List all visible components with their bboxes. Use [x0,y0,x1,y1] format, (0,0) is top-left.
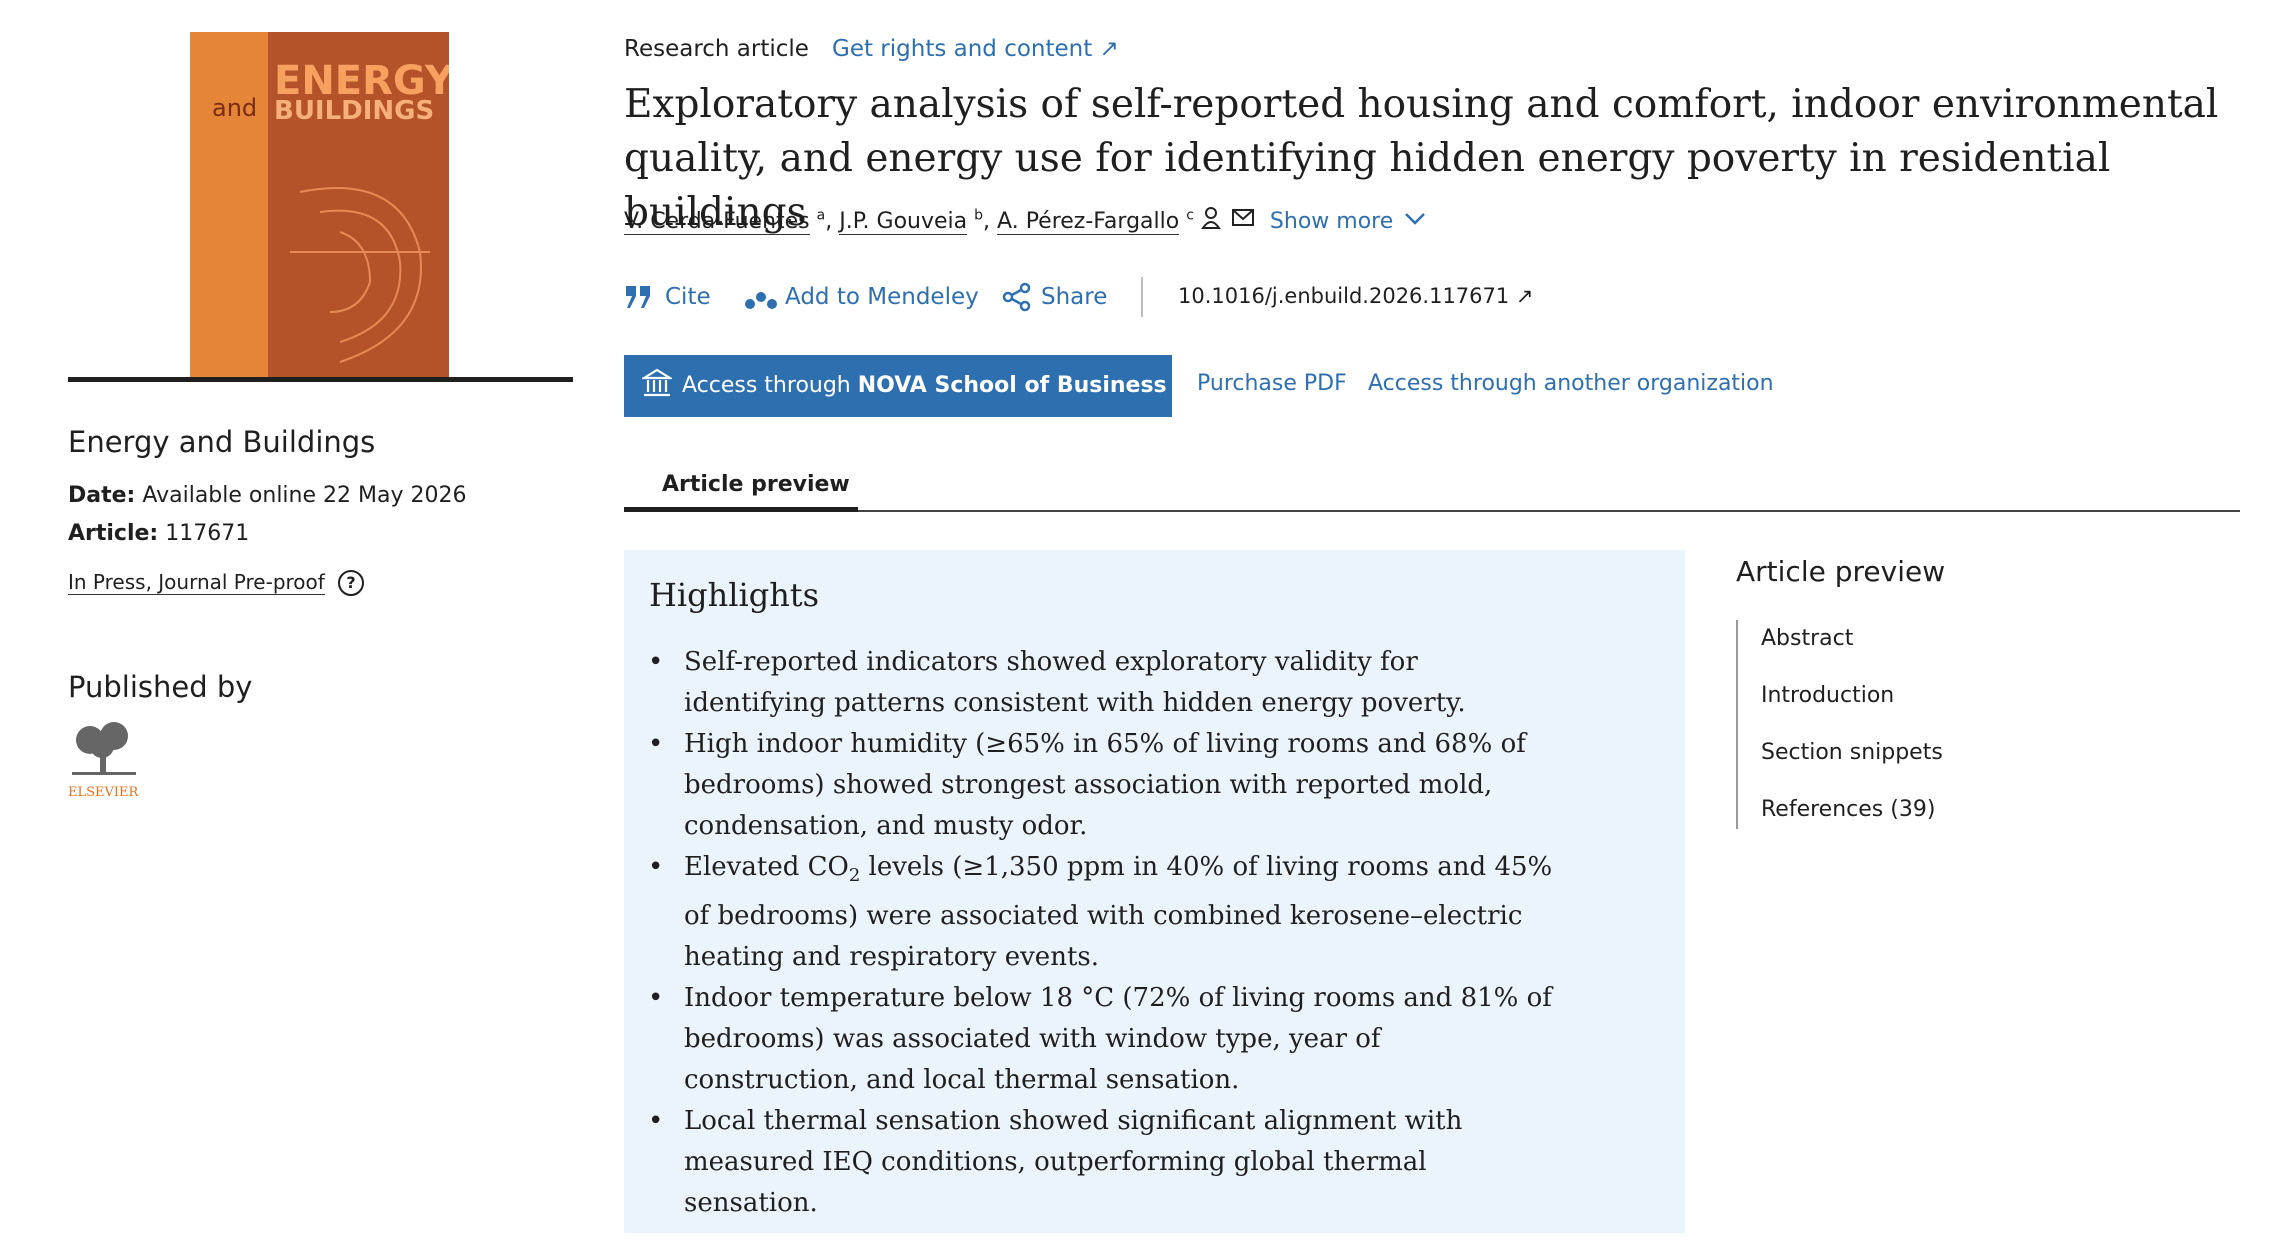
toc-item[interactable]: Abstract [1761,626,1854,651]
toc-rule [1736,620,1738,829]
toc-item[interactable]: Section snippets [1761,740,1943,765]
toc-item[interactable]: References (39) [1761,797,1936,822]
access-button[interactable]: Access through NOVA School of Business &… [624,355,1219,417]
article-label: Article: [68,521,159,546]
cover-rule [68,377,573,382]
highlights-heading: Highlights [649,576,820,614]
highlight-text: Indoor temperature below 18 °C (72% of l… [684,983,1552,1096]
doi-link[interactable]: 10.1016/j.enbuild.2026.117671 ↗ [1178,284,1534,308]
subscript: 2 [848,865,861,887]
cover-left [190,32,268,378]
help-icon[interactable]: ? [338,570,364,596]
article-line: Article: 117671 [68,521,249,546]
date-label: Date: [68,483,136,508]
highlight-text: Elevated CO [684,852,849,882]
author[interactable]: A. Pérez-Fargallo [997,209,1180,235]
share-icon[interactable] [1002,282,1032,312]
journal-cover[interactable]: and ENERGY BUILDINGS [190,32,449,378]
rights-link[interactable]: Get rights and content ↗ [832,36,1119,62]
cover-and: and [212,94,258,122]
cite-icon[interactable] [624,284,654,310]
highlight-text: levels (≥1,350 ppm in 40% of living room… [684,852,1553,973]
date-line: Date: Available online 22 May 2026 [68,483,466,508]
authors: V. Cerda-Fuentes a, J.P. Gouveia b, A. P… [624,206,1430,235]
other-access[interactable]: Access through another organization [1368,371,1774,396]
purchase-pdf[interactable]: Purchase PDF [1197,371,1347,396]
cite[interactable]: Cite [665,284,711,310]
tab-active [624,507,858,512]
journal-name[interactable]: Energy and Buildings [68,425,376,459]
cover-art [290,187,430,363]
highlight-item: Elevated CO2 levels (≥1,350 ppm in 40% o… [624,847,1554,978]
highlight-item: Indoor temperature below 18 °C (72% of l… [624,978,1554,1101]
affiliation: b [974,207,984,224]
affiliation: c [1186,207,1194,224]
highlight-item: Self-reported indicators showed explorat… [624,642,1554,724]
access-org: NOVA School of Business &... [857,373,1219,398]
highlight-text: High indoor humidity (≥65% in 65% of liv… [684,729,1526,841]
status-link[interactable]: In Press, Journal Pre-proof [68,570,325,595]
cover-buildings: BUILDINGS [274,96,435,126]
publisher-name[interactable]: ELSEVIER [68,785,139,800]
author-icons[interactable] [1201,206,1257,230]
share[interactable]: Share [1041,284,1108,310]
access-prefix: Access through [682,373,858,398]
affiliation: a [816,207,826,224]
toc-list: Abstract Introduction Section snippets Refe… [1761,610,1943,838]
toc-heading: Article preview [1736,555,1946,588]
highlight-item: Local thermal sensation showed significa… [624,1101,1554,1224]
author[interactable]: J.P. Gouveia [839,209,968,235]
article-type: Research article [624,36,809,62]
highlight-text: Local thermal sensation showed significa… [684,1106,1463,1219]
toc-item[interactable]: Introduction [1761,683,1895,708]
highlights-box: Highlights Self-reported indicators show… [624,550,1685,1233]
article-title: Exploratory analysis of self-reported ho… [624,82,2219,235]
preview-tab[interactable]: Article preview [662,472,850,497]
divider [1141,277,1143,317]
highlights-list: Self-reported indicators showed explorat… [624,642,1554,1224]
highlight-item: High indoor humidity (≥65% in 65% of liv… [624,724,1554,847]
institution-icon [640,368,674,397]
cover-energy: ENERGY [274,58,449,104]
article-number: 117671 [165,521,250,546]
show-more[interactable]: Show more [1269,209,1394,234]
date: Available online 22 May 2026 [142,483,467,508]
chevron[interactable] [1400,208,1430,228]
author[interactable]: V. Cerda-Fuentes [624,209,810,235]
mendeley-icon[interactable] [744,286,778,312]
highlight-text: Self-reported indicators showed explorat… [684,647,1466,718]
tab-baseline [624,510,2240,512]
add-to-mendeley[interactable]: Add to Mendeley [785,284,979,310]
published-by: Published by [68,670,253,704]
publisher-logo[interactable] [68,720,140,778]
